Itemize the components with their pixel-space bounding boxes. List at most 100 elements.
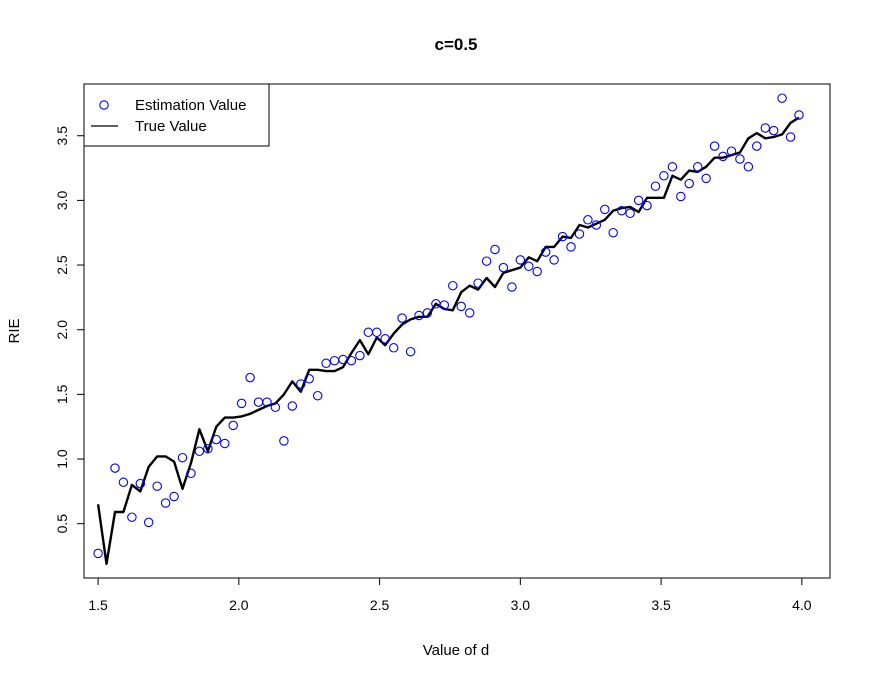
- legend-marker-estimation: [99, 100, 109, 110]
- estimation-point: [549, 255, 559, 265]
- estimation-point: [355, 350, 365, 361]
- x-tick-label: 3.0: [511, 597, 531, 613]
- legend-label-estimation: Estimation Value: [135, 97, 246, 114]
- x-tick-label: 3.5: [651, 597, 671, 613]
- estimation-point: [456, 301, 466, 312]
- estimation-point: [220, 438, 230, 449]
- estimation-point: [557, 231, 568, 242]
- estimation-point: [709, 141, 720, 151]
- estimation-point: [135, 478, 146, 489]
- estimation-point: [405, 346, 416, 357]
- legend-box: [83, 83, 270, 147]
- estimation-point: [127, 512, 137, 522]
- estimation-point: [659, 171, 669, 181]
- estimation-point: [473, 278, 483, 288]
- estimation-point: [110, 463, 120, 473]
- estimation-point: [642, 200, 652, 211]
- estimation-point: [794, 110, 804, 120]
- estimation-point: [566, 242, 576, 252]
- y-tick-label: 3.0: [54, 190, 70, 210]
- chart-title: c=0.5: [434, 35, 477, 54]
- estimation-point: [507, 282, 517, 292]
- estimation-point: [93, 548, 103, 559]
- estimation-point: [616, 205, 627, 216]
- estimation-point: [650, 181, 661, 191]
- estimation-point: [625, 208, 635, 219]
- x-tick-label: 1.5: [88, 597, 108, 613]
- estimation-point: [422, 308, 433, 318]
- estimation-point: [236, 398, 247, 409]
- estimation-point: [777, 93, 787, 103]
- estimation-point: [397, 313, 407, 323]
- estimation-point: [169, 491, 179, 502]
- x-tick-label: 4.0: [792, 597, 812, 613]
- estimation-point: [684, 178, 694, 189]
- x-tick-label: 2.5: [370, 597, 390, 613]
- estimation-point: [211, 434, 222, 445]
- x-axis-label: Value of d: [423, 642, 489, 659]
- estimation-point: [388, 343, 399, 353]
- estimation-point: [515, 255, 526, 265]
- estimation-point: [574, 229, 585, 239]
- estimation-point: [186, 468, 196, 479]
- y-tick-label: 3.5: [54, 126, 70, 146]
- y-tick-label: 1.5: [54, 384, 70, 404]
- true-value-series: [96, 116, 800, 565]
- estimation-point: [448, 280, 458, 291]
- estimation-point: [718, 151, 728, 162]
- estimation-point: [329, 355, 340, 366]
- estimation-point: [253, 397, 264, 407]
- estimation-point: [490, 244, 500, 255]
- estimation-point: [321, 358, 331, 369]
- x-axis: 1.5 2.0 2.5 3.0 3.5 4.0: [88, 577, 812, 613]
- estimation-point: [160, 498, 171, 508]
- estimation-point: [439, 300, 450, 310]
- estimation-point: [143, 517, 154, 528]
- estimation-point: [245, 372, 255, 383]
- estimation-point: [735, 154, 745, 164]
- estimation-point: [380, 334, 390, 344]
- estimation-point: [524, 261, 534, 272]
- estimation-point: [481, 256, 492, 266]
- estimation-point: [312, 390, 323, 401]
- estimation-point: [338, 354, 348, 365]
- x-tick-label: 2.0: [229, 597, 249, 613]
- estimation-point: [279, 436, 289, 446]
- estimation-point: [296, 379, 306, 389]
- estimation-point: [633, 195, 644, 206]
- estimation-point: [304, 374, 314, 384]
- estimation-point: [692, 162, 703, 172]
- true-value-line: [96, 116, 800, 565]
- y-tick-label: 0.5: [54, 514, 70, 534]
- legend-label-true-value: True Value: [135, 118, 207, 135]
- estimation-point: [346, 355, 357, 366]
- estimation-point: [203, 443, 213, 454]
- estimation-point: [540, 247, 551, 257]
- estimation-point: [532, 266, 542, 277]
- estimation-point: [287, 401, 298, 411]
- estimation-point: [667, 162, 678, 172]
- estimation-point: [228, 420, 238, 431]
- estimation-point: [583, 215, 593, 225]
- estimation-point: [591, 220, 602, 230]
- estimation-point: [270, 402, 281, 413]
- estimation-point: [676, 191, 686, 202]
- estimation-point: [760, 123, 771, 133]
- estimation-point: [262, 397, 272, 407]
- y-tick-label: 2.0: [54, 320, 70, 340]
- estimation-point: [726, 146, 737, 156]
- y-tick-label: 2.5: [54, 255, 70, 275]
- estimation-point: [194, 446, 205, 457]
- estimation-point: [363, 327, 374, 338]
- estimation-point: [600, 204, 610, 215]
- estimation-point: [785, 132, 796, 142]
- y-axis-label: RIE: [6, 318, 23, 343]
- y-axis: 0.5 1.0 1.5 2.0 2.5 3.0 3.5: [54, 126, 85, 534]
- estimation-point: [608, 227, 618, 238]
- estimation-point: [372, 327, 382, 338]
- legend: Estimation Value True Value: [83, 83, 270, 147]
- estimation-value-series: [93, 93, 804, 559]
- estimation-point: [701, 173, 711, 184]
- estimation-point: [152, 481, 162, 491]
